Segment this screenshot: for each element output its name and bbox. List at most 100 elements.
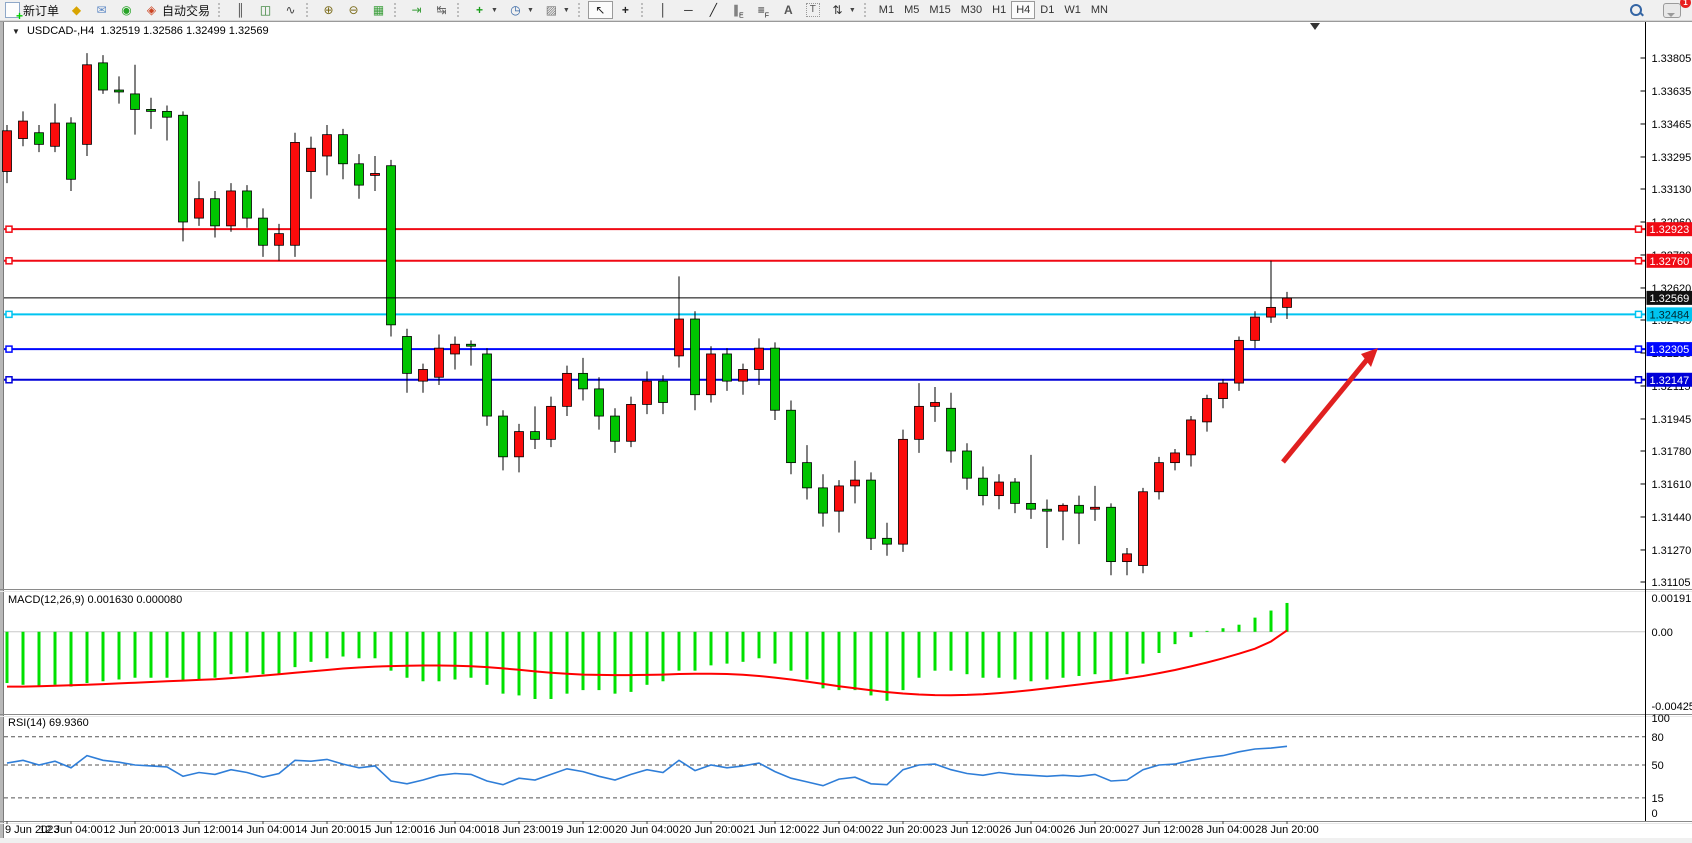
hline-resistance-1[interactable]	[4, 225, 1646, 233]
chevron-down-icon: ▼	[526, 6, 534, 14]
timeframe-button-H4[interactable]: H4	[1011, 1, 1036, 19]
trendline-button[interactable]: ╱	[701, 1, 726, 19]
svg-text:1.32147: 1.32147	[1650, 375, 1690, 387]
chart-shift-icon: ↹	[436, 2, 447, 17]
svg-text:12 Jun 20:00: 12 Jun 20:00	[103, 824, 167, 836]
svg-text:18 Jun 23:00: 18 Jun 23:00	[487, 824, 551, 836]
templates-button[interactable]: ▨ ▼	[539, 1, 575, 19]
toolbar-grip	[306, 3, 312, 17]
new-order-label: 新订单	[23, 3, 60, 18]
text-button[interactable]: A	[776, 1, 801, 19]
zoom-in-icon: ⊕	[323, 2, 334, 17]
chat-bubble-icon	[1663, 2, 1681, 18]
notifications-button[interactable]: 1	[1658, 0, 1691, 19]
toolbar-right-icons: 1	[1625, 0, 1691, 19]
text-label-button[interactable]: T	[801, 1, 825, 19]
community-button[interactable]: ✉	[89, 1, 114, 19]
hline-resistance-2[interactable]	[4, 257, 1646, 265]
timeframe-button-M5[interactable]: M5	[899, 1, 924, 19]
tile-windows-icon: ▦	[372, 2, 385, 17]
fibonacci-button[interactable]: ≡F	[751, 1, 776, 19]
autotrading-button[interactable]: ◈ 自动交易	[139, 1, 215, 19]
chevron-down-icon: ▼	[491, 6, 498, 14]
price-label-support-2: 1.32147	[1646, 372, 1692, 387]
svg-text:1.31270: 1.31270	[1652, 545, 1692, 557]
line-chart-icon: ∿	[285, 2, 296, 17]
svg-text:1.32569: 1.32569	[1650, 293, 1690, 305]
cursor-button[interactable]: ↖	[587, 1, 613, 19]
svg-text:22 Jun 04:00: 22 Jun 04:00	[807, 824, 871, 836]
auto-scroll-button[interactable]: ⇥	[404, 1, 429, 19]
metaeditor-button[interactable]: ◆	[64, 1, 89, 19]
fibonacci-icon: ≡F	[757, 2, 769, 19]
channel-button[interactable]: ∥E	[726, 1, 751, 19]
autotrading-label: 自动交易	[162, 3, 211, 18]
search-button[interactable]	[1625, 1, 1648, 19]
candlesticks	[2, 53, 1292, 576]
objects-group: + ▼ ◷ ▼ ▨ ▼	[467, 0, 575, 20]
timeframe-button-H1[interactable]: H1	[987, 1, 1011, 19]
svg-text:28 Jun 04:00: 28 Jun 04:00	[1191, 824, 1255, 836]
candlestick-chart-button[interactable]: ◫	[253, 1, 278, 19]
timeframe-button-M30[interactable]: M30	[956, 1, 987, 19]
chart-shift-button[interactable]: ↹	[429, 1, 454, 19]
svg-text:26 Jun 20:00: 26 Jun 20:00	[1063, 824, 1127, 836]
svg-text:1.33130: 1.33130	[1652, 184, 1692, 196]
svg-text:0.00191: 0.00191	[1652, 593, 1692, 605]
macd-histogram	[5, 602, 1289, 701]
hline-support-2[interactable]	[4, 376, 1646, 384]
text-label-icon: T	[805, 3, 820, 17]
main-toolbar: + 新订单 ◆ ✉ ◉ ◈ 自动交易 ║ ◫ ∿ ⊕ ⊖ ▦ ⇥ ↹ + ▼ ◷ ▼	[0, 0, 1692, 22]
crosshair-icon: +	[621, 2, 629, 17]
metaeditor-icon: ◆	[71, 2, 82, 17]
timeframe-button-M1[interactable]: M1	[874, 1, 899, 19]
timeframe-button-MN[interactable]: MN	[1086, 1, 1113, 19]
zoom-in-button[interactable]: ⊕	[316, 1, 341, 19]
svg-text:100: 100	[1652, 713, 1670, 725]
timeframe-button-M15[interactable]: M15	[924, 1, 955, 19]
indicators-icon: +	[476, 2, 484, 17]
symbol-dropdown-icon[interactable]: ▼	[12, 27, 20, 36]
chevron-down-icon: ▼	[562, 6, 570, 14]
vertical-line-button[interactable]: │	[651, 1, 676, 19]
svg-text:15: 15	[1652, 793, 1664, 805]
svg-text:26 Jun 04:00: 26 Jun 04:00	[999, 824, 1063, 836]
hline-level-cyan[interactable]	[4, 310, 1646, 319]
notification-badge: 1	[1680, 0, 1691, 8]
arrows-button[interactable]: ⇅ ▼	[825, 1, 861, 19]
svg-text:12 Jun 04:00: 12 Jun 04:00	[39, 824, 103, 836]
svg-text:28 Jun 20:00: 28 Jun 20:00	[1255, 824, 1319, 836]
toolbar-grip	[640, 3, 647, 17]
scroll-group: ⇥ ↹	[404, 0, 454, 20]
hline-support-1[interactable]	[4, 345, 1646, 353]
zoom-out-button[interactable]: ⊖	[341, 1, 366, 19]
chart-ohlc-values: 1.32519 1.32586 1.32499 1.32569	[100, 25, 269, 37]
timeframe-button-W1[interactable]: W1	[1059, 1, 1086, 19]
tile-windows-button[interactable]: ▦	[366, 1, 391, 19]
chart-shift-marker-icon[interactable]	[1310, 23, 1320, 30]
macd-axis: 0.00191 0.00 -0.004255	[1652, 593, 1692, 713]
bar-chart-button[interactable]: ║	[228, 1, 253, 19]
line-chart-button[interactable]: ∿	[278, 1, 303, 19]
indicators-button[interactable]: + ▼	[467, 1, 503, 19]
svg-text:14 Jun 20:00: 14 Jun 20:00	[295, 824, 359, 836]
price-label-resistance-2: 1.32760	[1646, 253, 1692, 268]
periods-button[interactable]: ◷ ▼	[503, 1, 539, 19]
drawing-tools-group: │ ─ ╱ ∥E ≡F A T ⇅ ▼	[651, 0, 861, 20]
channel-icon: ∥E	[733, 2, 744, 19]
horizontal-line-button[interactable]: ─	[676, 1, 701, 19]
svg-text:1.31440: 1.31440	[1652, 512, 1692, 524]
svg-text:14 Jun 04:00: 14 Jun 04:00	[231, 824, 295, 836]
signals-button[interactable]: ◉	[114, 1, 139, 19]
crosshair-button[interactable]: +	[613, 1, 638, 19]
new-order-button[interactable]: + 新订单	[0, 1, 64, 22]
svg-text:27 Jun 12:00: 27 Jun 12:00	[1127, 824, 1191, 836]
toolbar-grip	[577, 3, 584, 17]
template-icon: ▨	[545, 2, 558, 17]
svg-text:1.31105: 1.31105	[1652, 577, 1691, 589]
svg-text:-0.004255: -0.004255	[1652, 701, 1692, 713]
timeframe-button-D1[interactable]: D1	[1035, 1, 1059, 19]
timeframe-group: M1 M5 M15 M30 H1 H4 D1 W1 MN	[874, 0, 1113, 20]
trend-arrow[interactable]	[1281, 348, 1378, 464]
